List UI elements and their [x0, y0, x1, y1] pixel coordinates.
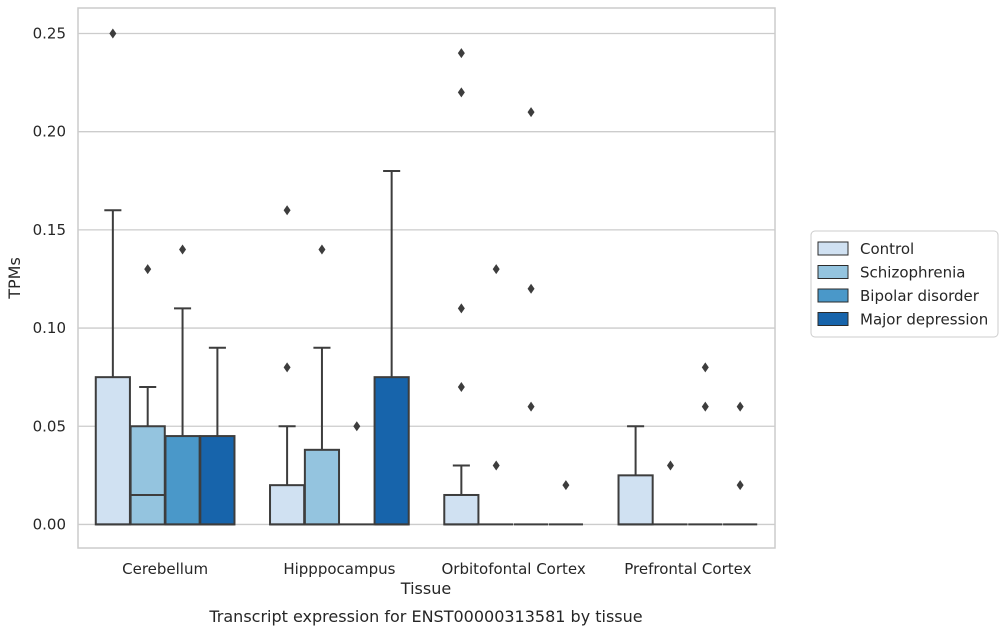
box [199, 435, 236, 526]
y-tick-label: 0.10 [33, 319, 66, 337]
box [269, 484, 306, 526]
box-bipolar-disorder [164, 244, 201, 526]
legend-swatch [817, 288, 849, 303]
outlier-point [701, 401, 709, 412]
legend-swatch [817, 312, 849, 326]
box-bipolar-disorder [339, 421, 374, 526]
box-bipolar-disorder [513, 107, 549, 526]
outlier-point [736, 401, 744, 412]
box [303, 448, 341, 526]
box [129, 425, 166, 526]
outlier-point [562, 480, 570, 491]
legend-frame [810, 230, 999, 338]
outlier-point [527, 283, 535, 294]
box-schizophrenia [129, 264, 166, 526]
box [373, 376, 410, 526]
outlier-point [283, 362, 291, 373]
y-axis-label: TPMs [5, 257, 24, 300]
outlier-point [353, 421, 361, 432]
outlier-point [492, 460, 500, 471]
outlier-point [527, 107, 535, 118]
outlier-point [457, 48, 465, 59]
outlier-point [666, 460, 674, 471]
box-control [443, 48, 480, 526]
outlier-point [283, 205, 291, 216]
legend-swatch [817, 265, 849, 279]
y-tick-labels: 0.00 0.05 0.10 0.15 0.20 0.25 [33, 25, 66, 534]
box-major-depression [548, 480, 583, 526]
outlier-point [492, 264, 500, 275]
box-bipolar-disorder [688, 362, 723, 526]
outlier-point [457, 381, 465, 392]
x-tick-label: Prefrontal Cortex [624, 560, 751, 578]
box-schizophrenia [479, 264, 514, 526]
outlier-point [144, 264, 152, 275]
box-major-depression [373, 169, 410, 526]
box-major-depression [199, 346, 236, 526]
outlier-point [736, 480, 744, 491]
box [164, 435, 201, 526]
box [94, 376, 131, 526]
box-groups [94, 28, 758, 526]
plot-frame [77, 7, 776, 549]
box-control [617, 425, 654, 526]
y-tick-label: 0.20 [33, 123, 66, 141]
outlier-point [701, 362, 709, 373]
outlier-point [318, 244, 326, 255]
legend-label: Major depression [860, 311, 988, 329]
legend-label: Schizophrenia [860, 264, 965, 282]
outlier-point [527, 401, 535, 412]
box-major-depression [723, 401, 758, 526]
y-tick-label: 0.00 [33, 515, 66, 533]
outlier-point [179, 244, 187, 255]
x-tick-label: Cerebellum [122, 560, 208, 578]
box-schizophrenia [303, 244, 341, 526]
x-axis-label: Tissue [400, 579, 451, 598]
box-control [94, 28, 131, 526]
x-tick-label: Hipppocampus [283, 560, 395, 578]
box [443, 493, 480, 526]
y-tick-label: 0.05 [33, 417, 66, 435]
outlier-point [457, 87, 465, 98]
y-tick-label: 0.15 [33, 221, 66, 239]
outlier-point [457, 303, 465, 314]
y-tick-label: 0.25 [33, 25, 66, 43]
x-tick-label: Orbitofontal Cortex [442, 560, 586, 578]
legend-swatch [817, 241, 849, 256]
box [617, 474, 654, 526]
chart-caption: Transcript expression for ENST0000031358… [208, 607, 642, 626]
x-tick-labels: Cerebellum Hipppocampus Orbitofontal Corte… [122, 560, 751, 578]
box-control [269, 205, 306, 526]
legend-label: Control [860, 240, 914, 258]
box-schizophrenia [653, 460, 688, 526]
legend-label: Bipolar disorder [860, 287, 980, 305]
legend: Control Schizophrenia Bipolar disorder Majo… [810, 230, 999, 338]
outlier-point [109, 28, 117, 39]
